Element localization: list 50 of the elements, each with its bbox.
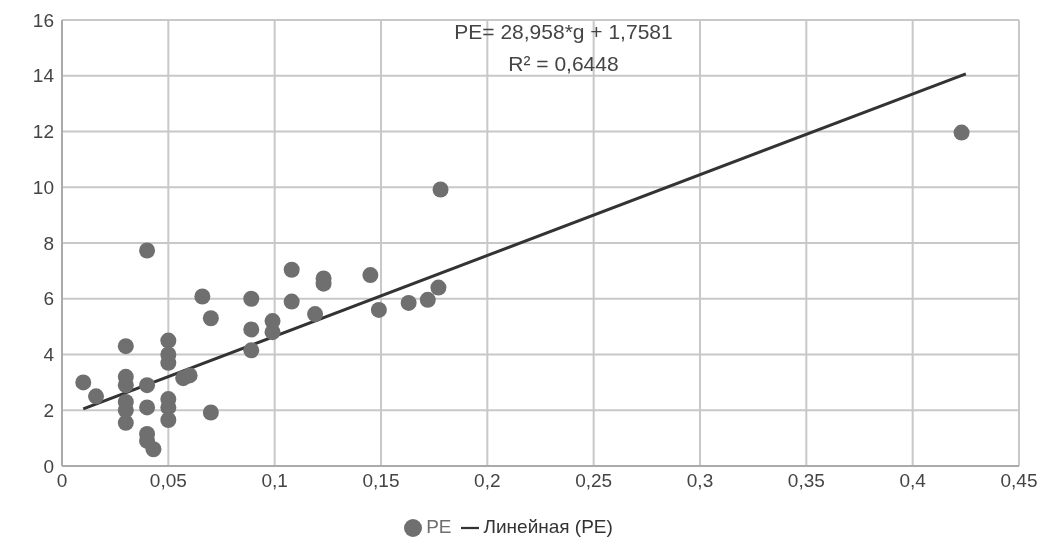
point <box>117 338 134 355</box>
point <box>307 306 324 323</box>
y-tick-label: 0 <box>43 455 54 477</box>
y-tick-label: 14 <box>32 65 55 87</box>
point <box>202 404 219 421</box>
point <box>117 414 134 431</box>
point <box>88 388 105 405</box>
x-tick-label: 0,05 <box>149 470 187 492</box>
point <box>181 367 198 384</box>
point <box>139 377 156 394</box>
point <box>139 399 156 416</box>
x-tick-label: 0,1 <box>261 470 288 492</box>
x-tick-label: 0,3 <box>686 470 714 492</box>
point <box>283 293 300 310</box>
x-tick-label: 0,4 <box>899 470 927 492</box>
annotation: PE= 28,958*g + 1,7581 <box>453 19 674 45</box>
point <box>202 310 219 327</box>
point <box>145 441 162 458</box>
x-tick-label: 0,45 <box>1000 470 1038 492</box>
point <box>160 412 177 429</box>
x-tick-label: 0,35 <box>787 470 825 492</box>
x-tick-label: 0,2 <box>474 470 501 492</box>
y-tick-label: 2 <box>43 399 54 421</box>
point <box>243 342 260 359</box>
y-tick-label: 10 <box>32 176 54 198</box>
point <box>243 290 260 307</box>
y-tick-label: 4 <box>43 344 55 366</box>
point <box>362 267 379 284</box>
y-tick-label: 8 <box>43 232 54 254</box>
x-tick-label: 0,15 <box>362 470 400 492</box>
point <box>160 332 177 349</box>
point <box>243 321 260 338</box>
y-tick-label: 16 <box>32 9 54 31</box>
point <box>419 291 436 308</box>
annotation: R² = 0,6448 <box>507 51 620 77</box>
point <box>194 288 211 305</box>
point <box>75 374 92 391</box>
point <box>432 181 449 198</box>
point <box>430 279 447 296</box>
point <box>400 294 417 311</box>
point <box>139 242 156 259</box>
point <box>370 301 387 318</box>
y-tick-label: 12 <box>32 121 54 143</box>
y-tick-label: 6 <box>43 288 54 310</box>
legend-label: PE <box>426 516 452 537</box>
point <box>283 261 300 278</box>
point <box>953 124 970 141</box>
point <box>264 324 281 341</box>
x-tick-label: 0,25 <box>575 470 613 492</box>
legend-label: Линейная (PE) <box>483 516 613 537</box>
